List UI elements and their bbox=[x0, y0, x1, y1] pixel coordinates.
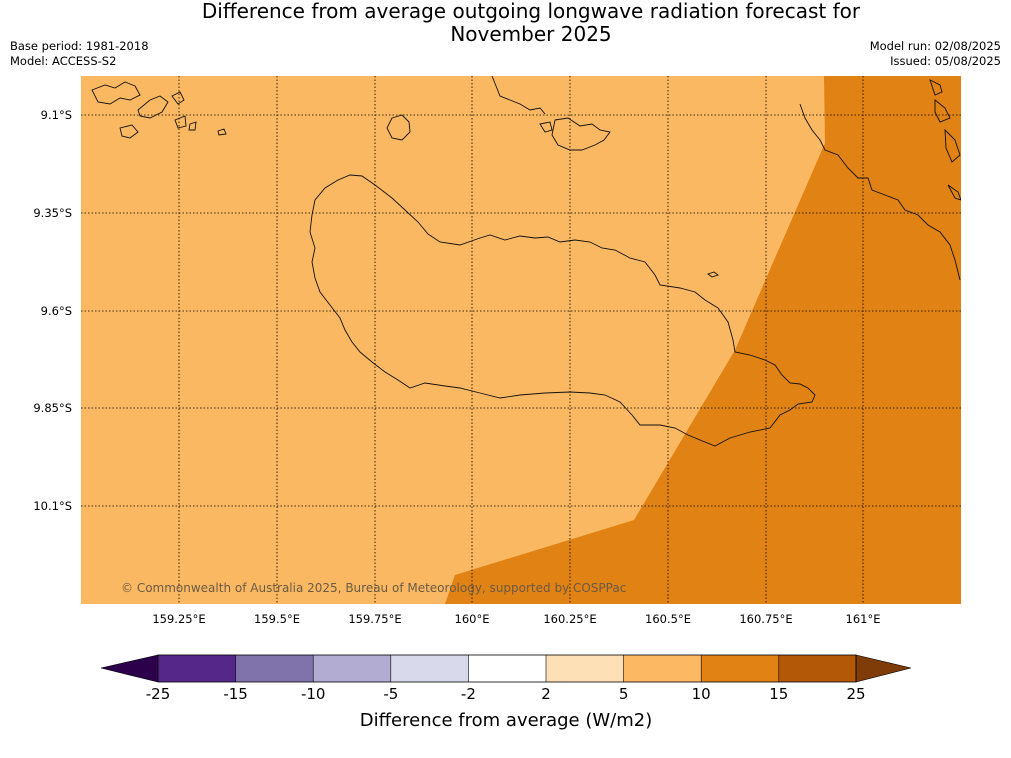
issued-date: Issued: 05/08/2025 bbox=[890, 54, 1001, 68]
colorbar-tick-label: -5 bbox=[383, 685, 398, 703]
lon-label: 160.75°E bbox=[739, 612, 792, 626]
colorbar-extend-high bbox=[855, 654, 912, 683]
graticule bbox=[81, 76, 961, 604]
coastline-florida-islands bbox=[539, 117, 611, 151]
colorbar-segment bbox=[235, 655, 314, 682]
lat-label: 9.1°S bbox=[41, 108, 72, 122]
colorbar-tick-label: -2 bbox=[461, 685, 476, 703]
colorbar-extend-low bbox=[100, 654, 159, 683]
lon-label: 160.5°E bbox=[645, 612, 691, 626]
coastline-round-island bbox=[386, 114, 411, 141]
colorbar-segment bbox=[468, 655, 546, 682]
colorbar-tick-label: 2 bbox=[541, 685, 551, 703]
lon-label: 160°E bbox=[455, 612, 490, 626]
colorbar-segment bbox=[778, 655, 856, 682]
colorbar-segment bbox=[390, 655, 469, 682]
coastline-east-coast bbox=[799, 103, 961, 281]
colorbar-segment bbox=[546, 655, 624, 682]
copyright-notice: © Commonwealth of Australia 2025, Bureau… bbox=[121, 581, 626, 595]
lat-label: 9.35°S bbox=[33, 206, 72, 220]
meta-right: Model run: 02/08/2025 Issued: 05/08/2025 bbox=[870, 39, 1001, 69]
colorbar-tick-label: 5 bbox=[619, 685, 629, 703]
model-run-date: Model run: 02/08/2025 bbox=[869, 39, 1001, 53]
figure-title-line2: November 2025 bbox=[450, 22, 612, 46]
meta-left: Base period: 1981-2018 Model: ACCESS-S2 bbox=[10, 39, 149, 69]
coastline-main-island bbox=[309, 174, 816, 447]
colorbar-tick-label: 25 bbox=[846, 685, 865, 703]
colorbar-tick-label: -10 bbox=[301, 685, 326, 703]
colorbar bbox=[100, 654, 912, 683]
figure-title: Difference from average outgoing longwav… bbox=[0, 0, 1011, 46]
lon-label: 160.25°E bbox=[543, 612, 596, 626]
coastline-north-fragment bbox=[491, 76, 546, 115]
anomaly-region-high bbox=[445, 76, 961, 604]
colorbar-tick-label: -25 bbox=[146, 685, 171, 703]
model-name: Model: ACCESS-S2 bbox=[10, 54, 117, 68]
lon-label: 159.5°E bbox=[254, 612, 300, 626]
colorbar-tick-label: 10 bbox=[692, 685, 711, 703]
coastline-east-islands bbox=[929, 79, 961, 201]
colorbar-segment bbox=[158, 655, 236, 682]
coastlines bbox=[91, 76, 961, 447]
lon-label: 161°E bbox=[846, 612, 881, 626]
lon-label: 159.25°E bbox=[152, 612, 205, 626]
coastline-islet bbox=[707, 271, 719, 278]
colorbar-segment bbox=[623, 655, 702, 682]
colorbar-tick-label: -15 bbox=[223, 685, 248, 703]
coastline-russell-islands bbox=[91, 81, 227, 139]
lon-label: 159.75°E bbox=[348, 612, 401, 626]
colorbar-outline bbox=[157, 654, 857, 683]
colorbar-segment bbox=[701, 655, 779, 682]
base-period: Base period: 1981-2018 bbox=[10, 39, 149, 53]
lat-label: 10.1°S bbox=[33, 499, 72, 513]
colorbar-segment bbox=[313, 655, 391, 682]
colorbar-tick-label: 15 bbox=[769, 685, 788, 703]
colorbar-title: Difference from average (W/m2) bbox=[360, 710, 652, 731]
figure-title-line1: Difference from average outgoing longwav… bbox=[201, 0, 861, 23]
lat-label: 9.85°S bbox=[33, 401, 72, 415]
lat-label: 9.6°S bbox=[41, 304, 72, 318]
